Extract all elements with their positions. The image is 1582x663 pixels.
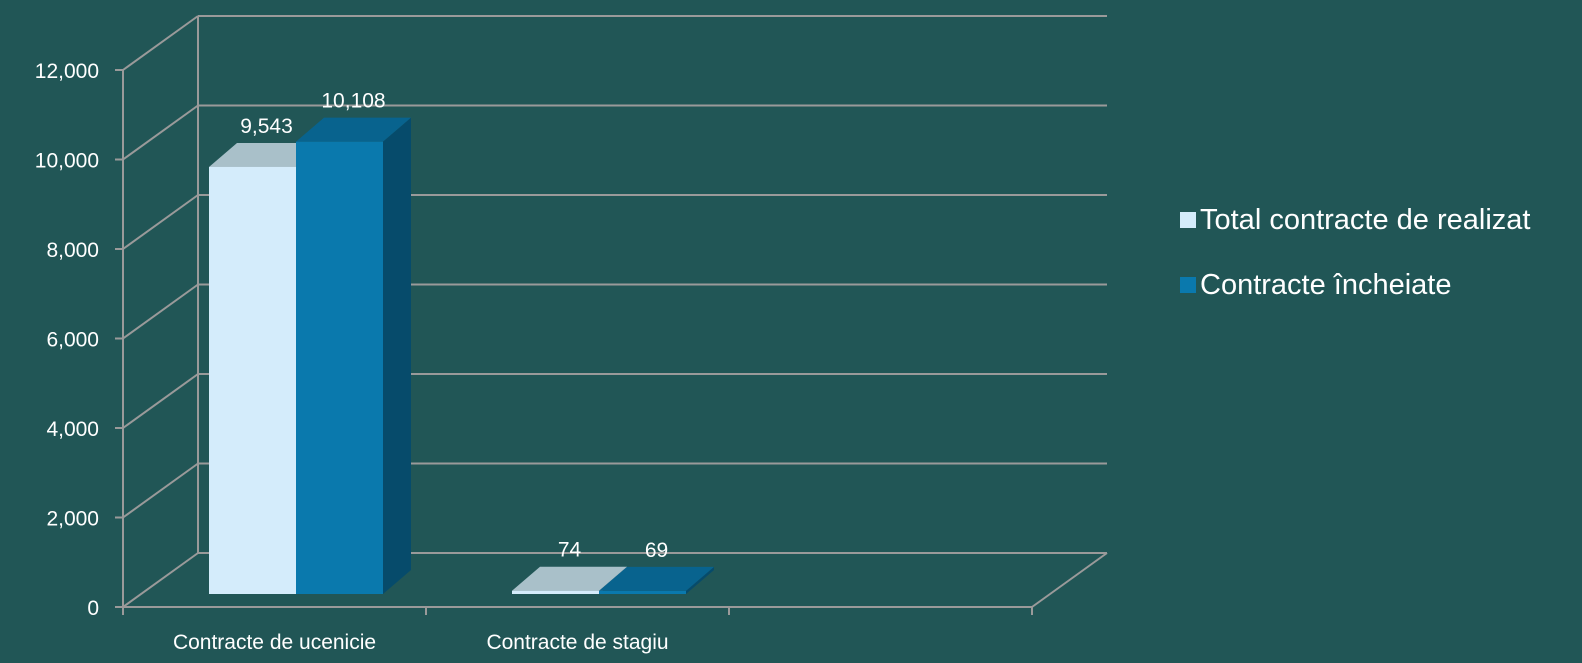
y-tick-label: 12,000 <box>35 60 99 83</box>
bar-top <box>599 566 714 591</box>
gridline-diagonal <box>122 283 199 340</box>
gridline-diagonal <box>122 104 199 161</box>
y-tick-label: 6,000 <box>46 329 99 352</box>
data-label: 10,108 <box>321 90 385 113</box>
data-label: 74 <box>558 539 582 562</box>
bar-top <box>209 142 324 167</box>
bar-1-1 <box>599 566 714 594</box>
bar-0-1 <box>296 117 411 595</box>
legend: Total contracte de realizat Contracte înc… <box>1180 204 1530 301</box>
axes: 0 2,000 4,000 6,000 8,000 10,000 12,000 Contrac… <box>35 16 1108 654</box>
y-tick-label: 2,000 <box>46 508 99 531</box>
floor-edge <box>1031 552 1108 608</box>
gridline-diagonal <box>122 552 199 608</box>
bar-top <box>512 566 627 591</box>
y-tick-label: 8,000 <box>46 239 99 262</box>
bar-front <box>209 166 296 594</box>
bar-top <box>296 117 411 142</box>
y-tick-label: 0 <box>87 597 99 620</box>
x-tick-label: Contracte de stagiu <box>486 631 668 654</box>
data-label: 9,543 <box>240 115 293 138</box>
gridline-diagonal <box>122 373 199 429</box>
gridline-diagonal <box>122 15 199 71</box>
bar-front <box>599 590 686 594</box>
legend-label: Contracte încheiate <box>1200 269 1451 301</box>
gridline-diagonal <box>122 462 199 519</box>
y-tick-label: 10,000 <box>35 150 99 173</box>
bar-side <box>686 566 714 594</box>
data-labels: 9,543 10,108 74 69 <box>240 90 668 562</box>
bars <box>209 117 714 595</box>
y-tick-label: 4,000 <box>46 418 99 441</box>
bar-front <box>512 590 599 594</box>
legend-swatch <box>1180 212 1196 228</box>
x-tick-label: Contracte de ucenicie <box>173 631 376 654</box>
legend-label: Total contracte de realizat <box>1200 204 1530 236</box>
gridline-diagonal <box>122 194 199 250</box>
legend-swatch <box>1180 277 1196 293</box>
data-label: 69 <box>645 539 668 562</box>
bar-side <box>383 117 411 595</box>
bar-front <box>296 141 383 595</box>
